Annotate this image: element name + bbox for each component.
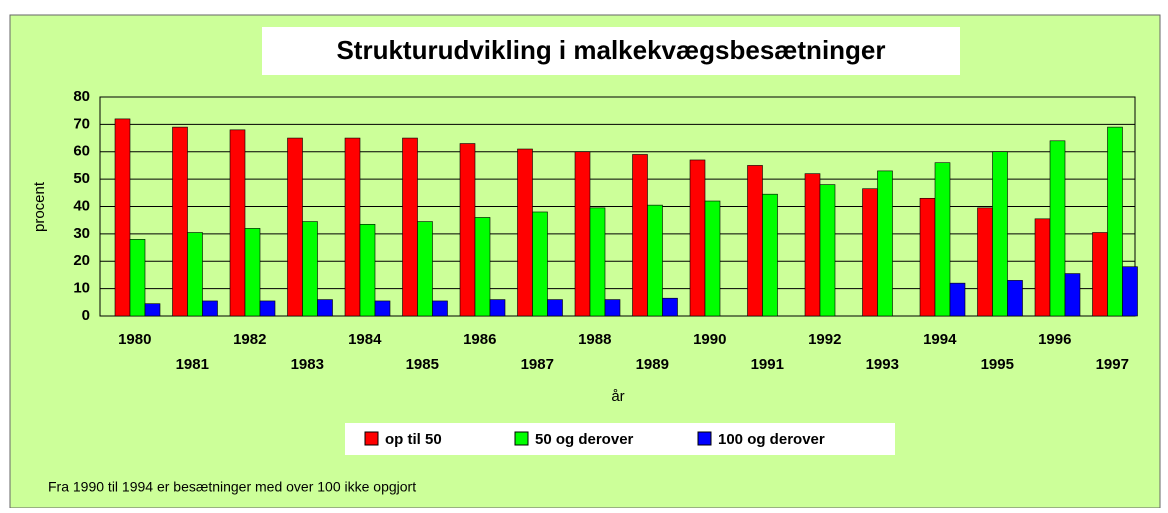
x-tick-label: 1991 — [751, 356, 784, 373]
y-tick-label: 80 — [73, 88, 90, 105]
bar — [1092, 232, 1108, 317]
bar — [187, 232, 203, 317]
x-tick-label: 1997 — [1096, 356, 1129, 373]
x-tick-label: 1980 — [118, 331, 151, 348]
x-tick-label: 1989 — [636, 356, 669, 373]
bar — [604, 299, 621, 317]
y-tick-label: 40 — [73, 197, 90, 214]
y-tick-label: 0 — [82, 307, 90, 324]
x-tick-label: 1984 — [348, 331, 382, 348]
x-tick-label: 1983 — [291, 356, 324, 373]
x-axis-label: år — [611, 388, 624, 405]
bar — [287, 137, 303, 317]
bar — [819, 184, 836, 317]
bar — [934, 162, 951, 317]
bar — [172, 126, 188, 317]
bar — [244, 228, 261, 317]
bar — [762, 193, 778, 317]
x-tick-label: 1988 — [578, 331, 611, 348]
bar — [1122, 266, 1138, 317]
bar — [992, 151, 1008, 317]
bar — [229, 129, 246, 317]
y-tick-label: 30 — [73, 225, 90, 242]
bar — [129, 239, 146, 317]
bar — [1049, 140, 1066, 317]
y-tick-label: 60 — [73, 143, 90, 160]
legend-label: 100 og derover — [718, 431, 825, 448]
bar — [344, 137, 361, 317]
bar — [402, 137, 418, 317]
x-tick-label: 1986 — [463, 331, 496, 348]
bar — [877, 170, 893, 317]
bar — [862, 188, 878, 317]
bar — [704, 200, 721, 317]
bar — [302, 221, 318, 317]
bar — [804, 173, 821, 317]
bar — [374, 300, 391, 317]
bar — [417, 221, 433, 317]
bar — [459, 143, 476, 317]
bar — [474, 217, 491, 317]
bar — [589, 207, 606, 317]
bar — [144, 303, 161, 317]
legend-swatch — [697, 431, 712, 446]
x-tick-label: 1995 — [981, 356, 1014, 373]
bar — [547, 299, 563, 317]
x-tick-label: 1996 — [1038, 331, 1071, 348]
bar — [977, 207, 993, 317]
y-axis-label: procent — [31, 181, 48, 232]
bar — [1007, 280, 1023, 317]
bar — [949, 282, 966, 317]
y-tick-label: 20 — [73, 252, 90, 269]
bar — [662, 297, 678, 317]
chart-title: Strukturudvikling i malkekvægsbesætninge… — [336, 35, 885, 65]
bar — [114, 118, 131, 317]
bar — [359, 223, 376, 317]
bar — [747, 165, 763, 317]
x-tick-label: 1982 — [233, 331, 266, 348]
bar — [1107, 126, 1123, 317]
x-tick-label: 1987 — [521, 356, 554, 373]
bar — [532, 211, 548, 317]
bar — [632, 154, 648, 317]
bar — [574, 151, 591, 317]
legend-box — [345, 423, 895, 455]
y-tick-label: 50 — [73, 170, 90, 187]
x-tick-label: 1985 — [406, 356, 439, 373]
x-tick-label: 1981 — [176, 356, 209, 373]
bar — [317, 299, 333, 317]
bar — [647, 204, 663, 317]
y-tick-label: 70 — [73, 115, 90, 132]
legend-label: 50 og derover — [535, 431, 634, 448]
legend-swatch — [364, 431, 379, 446]
bar — [259, 300, 276, 317]
legend-label: op til 50 — [385, 431, 442, 448]
bar — [689, 159, 706, 317]
bar — [1034, 218, 1051, 317]
bar — [1064, 273, 1081, 317]
x-tick-label: 1993 — [866, 356, 899, 373]
bar — [202, 300, 218, 317]
x-tick-label: 1990 — [693, 331, 726, 348]
footnote: Fra 1990 til 1994 er besætninger med ove… — [48, 479, 416, 495]
bar — [517, 148, 533, 317]
bar — [919, 197, 936, 317]
title-box — [262, 27, 960, 75]
x-tick-label: 1992 — [808, 331, 841, 348]
y-tick-label: 10 — [73, 280, 90, 297]
bar — [432, 300, 448, 317]
legend-swatch — [514, 431, 529, 446]
bar — [489, 299, 506, 317]
x-tick-label: 1994 — [923, 331, 957, 348]
